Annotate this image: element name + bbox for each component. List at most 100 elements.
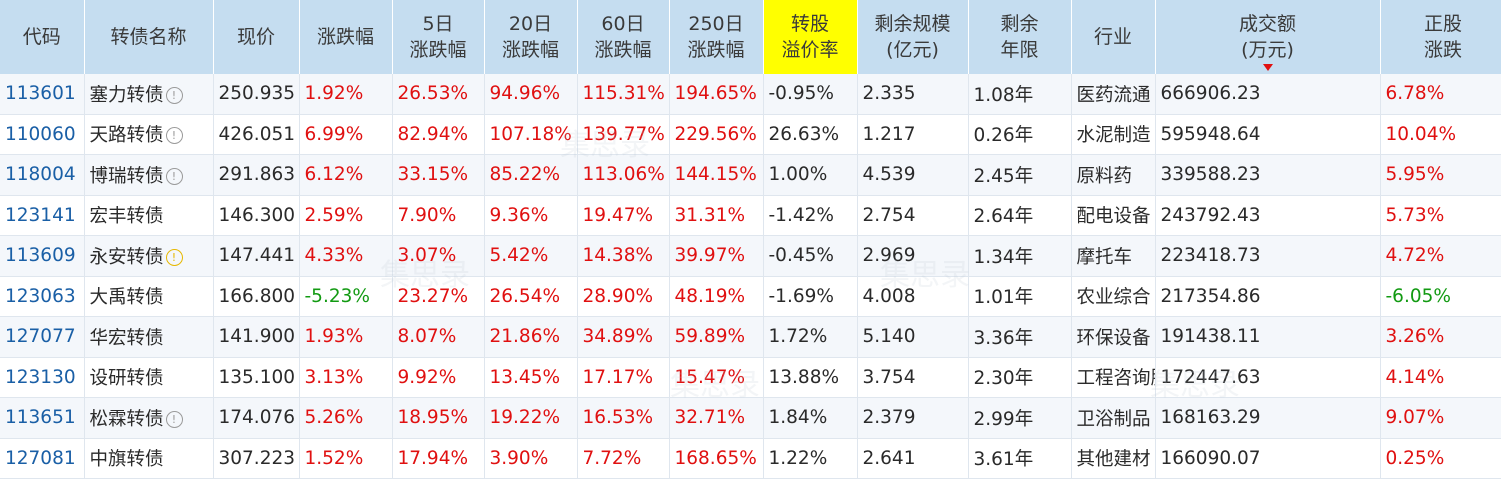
cell-chg20: 13.45% [484, 357, 578, 398]
table-row[interactable]: 127081 中旗转债 307.223 1.52% 17.94% 3.90% 7.72% 16… [0, 438, 1501, 479]
cell-years: 3.61年 [968, 438, 1072, 479]
cell-stock: 5.73% [1380, 195, 1501, 236]
cell-name[interactable]: 博瑞转债! [84, 154, 214, 196]
col-header-20d-change[interactable]: 20日 涨跌幅 [484, 0, 578, 74]
bond-name-label[interactable]: 设研转债 [89, 368, 164, 390]
cell-years: 2.64年 [968, 195, 1072, 236]
cell-chg20: 107.18% [484, 114, 578, 155]
cell-chg60: 7.72% [577, 438, 670, 479]
cell-code[interactable]: 127081 [0, 438, 85, 479]
bond-name-label[interactable]: 塞力转债 [89, 84, 164, 106]
col-header-250d-change[interactable]: 250日 涨跌幅 [669, 0, 764, 74]
table-row[interactable]: 123063 大禹转债 166.800 -5.23% 23.27% 26.54% 28.90… [0, 276, 1501, 317]
cell-premium: 1.72% [763, 316, 858, 358]
sort-desc-icon[interactable] [1262, 64, 1273, 71]
cell-name[interactable]: 中旗转债 [84, 438, 214, 479]
cell-premium: 13.88% [763, 357, 858, 398]
col-header-change[interactable]: 涨跌幅 [299, 0, 393, 74]
cell-chg20: 9.36% [484, 195, 578, 236]
cell-name[interactable]: 宏丰转债 [84, 195, 214, 236]
bond-name-label[interactable]: 中旗转债 [89, 449, 164, 471]
cell-code[interactable]: 113651 [0, 397, 85, 439]
table-row[interactable]: 127077 华宏转债 141.900 1.93% 8.07% 21.86% 34.89% 5… [0, 316, 1501, 358]
cell-scale: 2.969 [857, 235, 969, 277]
cell-volume: 168163.29 [1155, 397, 1381, 439]
table-row[interactable]: 113601 塞力转债! 250.935 1.92% 26.53% 94.96% 115.3… [0, 74, 1501, 115]
cell-years: 1.01年 [968, 276, 1072, 317]
warning-icon[interactable]: ! [165, 248, 183, 266]
cell-scale: 2.641 [857, 438, 969, 479]
cell-code[interactable]: 123130 [0, 357, 85, 398]
cell-volume: 217354.86 [1155, 276, 1381, 317]
cell-industry: 医药流通 [1071, 74, 1156, 115]
cell-code[interactable]: 118004 [0, 154, 85, 196]
cell-code[interactable]: 113609 [0, 235, 85, 277]
col-header-premium[interactable]: 转股 溢价率 [763, 0, 858, 74]
bond-name-label[interactable]: 永安转债 [89, 246, 164, 268]
cell-chg250: 229.56% [669, 114, 764, 155]
header-row: 代码 转债名称 现价 涨跌幅 5日 涨跌幅 20日 涨跌幅 60日 涨跌幅 250日涨… [0, 0, 1501, 74]
col-header-5d-change[interactable]: 5日 涨跌幅 [392, 0, 485, 74]
cell-code[interactable]: 113601 [0, 74, 85, 115]
info-icon[interactable]: ! [165, 127, 183, 145]
table-row[interactable]: 110060 天路转债! 426.051 6.99% 82.94% 107.18% 139.… [0, 114, 1501, 155]
cell-chg250: 144.15% [669, 154, 764, 196]
col-header-remaining-years[interactable]: 剩余 年限 [968, 0, 1072, 74]
cell-scale: 4.008 [857, 276, 969, 317]
cell-name[interactable]: 天路转债! [84, 114, 214, 155]
cell-name[interactable]: 松霖转债! [84, 397, 214, 439]
cell-name[interactable]: 设研转债 [84, 357, 214, 398]
table-body: 113601 塞力转债! 250.935 1.92% 26.53% 94.96% 115.3… [0, 74, 1501, 479]
bond-name-label[interactable]: 松霖转债 [89, 408, 164, 430]
cell-code[interactable]: 123141 [0, 195, 85, 236]
col-header-industry[interactable]: 行业 [1071, 0, 1156, 74]
col-header-remaining-scale[interactable]: 剩余规模 (亿元) [857, 0, 969, 74]
cell-code[interactable]: 123063 [0, 276, 85, 317]
cell-industry: 配电设备 [1071, 195, 1156, 236]
bond-name-label[interactable]: 博瑞转债 [89, 165, 164, 187]
cell-code[interactable]: 127077 [0, 316, 85, 358]
cell-name[interactable]: 永安转债! [84, 235, 214, 277]
table-row[interactable]: 123141 宏丰转债 146.300 2.59% 7.90% 9.36% 19.47% 31… [0, 195, 1501, 236]
cell-chg5: 8.07% [392, 316, 485, 358]
cell-volume: 166090.07 [1155, 438, 1381, 479]
info-icon[interactable]: ! [165, 410, 183, 428]
col-header-code[interactable]: 代码 [0, 0, 85, 74]
cell-scale: 2.379 [857, 397, 969, 439]
bond-name-label[interactable]: 大禹转债 [89, 287, 164, 309]
cell-name[interactable]: 大禹转债 [84, 276, 214, 317]
table-row[interactable]: 123130 设研转债 135.100 3.13% 9.92% 13.45% 17.17% 1… [0, 357, 1501, 398]
col-header-volume[interactable]: 成交额 (万元) [1155, 0, 1381, 74]
cell-chg5: 9.92% [392, 357, 485, 398]
table-row[interactable]: 113651 松霖转债! 174.076 5.26% 18.95% 19.22% 16.53… [0, 397, 1501, 439]
cell-chg60: 115.31% [577, 74, 670, 115]
cell-code[interactable]: 110060 [0, 114, 85, 155]
cell-volume: 339588.23 [1155, 154, 1381, 196]
table-row[interactable]: 118004 博瑞转债! 291.863 6.12% 33.15% 85.22% 113.0… [0, 154, 1501, 196]
cell-chg20: 19.22% [484, 397, 578, 439]
bond-name-label[interactable]: 天路转债 [89, 125, 164, 147]
info-icon[interactable]: ! [165, 86, 183, 104]
cell-volume: 595948.64 [1155, 114, 1381, 155]
col-header-60d-change[interactable]: 60日 涨跌幅 [577, 0, 670, 74]
cell-chg60: 113.06% [577, 154, 670, 196]
cell-chg5: 23.27% [392, 276, 485, 317]
col-header-name[interactable]: 转债名称 [84, 0, 214, 74]
cell-price: 250.935 [213, 74, 300, 115]
cell-name[interactable]: 华宏转债 [84, 316, 214, 358]
cell-stock: -6.05% [1380, 276, 1501, 317]
info-icon[interactable]: ! [165, 167, 183, 185]
cell-price: 426.051 [213, 114, 300, 155]
col-header-stock-change[interactable]: 正股 涨跌 [1380, 0, 1501, 74]
cell-change: 1.52% [299, 438, 393, 479]
col-header-price[interactable]: 现价 [213, 0, 300, 74]
table-row[interactable]: 113609 永安转债! 147.441 4.33% 3.07% 5.42% 14.38% 3… [0, 235, 1501, 277]
cell-stock: 0.25% [1380, 438, 1501, 479]
cell-scale: 3.754 [857, 357, 969, 398]
bond-name-label[interactable]: 宏丰转债 [89, 206, 164, 228]
bond-name-label[interactable]: 华宏转债 [89, 327, 164, 349]
cell-premium: 1.00% [763, 154, 858, 196]
cell-price: 174.076 [213, 397, 300, 439]
cell-name[interactable]: 塞力转债! [84, 74, 214, 115]
